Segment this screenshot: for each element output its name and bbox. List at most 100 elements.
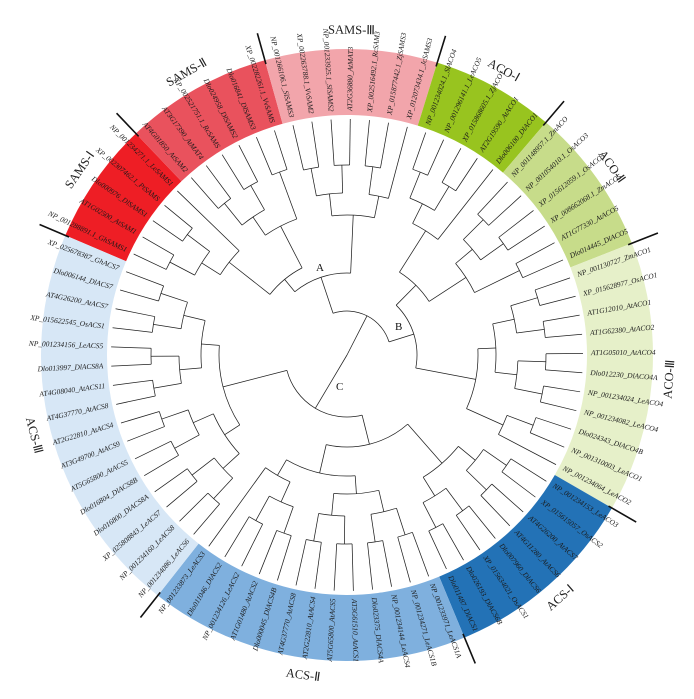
branch bbox=[510, 297, 538, 307]
branch bbox=[126, 271, 164, 287]
branch bbox=[409, 197, 435, 211]
leaf-label: AT1G05010_AtACO4 bbox=[590, 348, 656, 357]
branch bbox=[543, 385, 581, 393]
branch bbox=[283, 506, 294, 534]
branch bbox=[218, 198, 231, 209]
branch bbox=[112, 379, 153, 386]
branch bbox=[458, 446, 476, 461]
node-label-c: C bbox=[336, 381, 343, 393]
branch bbox=[314, 542, 322, 589]
branch bbox=[396, 508, 406, 535]
branch bbox=[183, 314, 206, 321]
branch bbox=[265, 218, 297, 236]
branch bbox=[437, 169, 494, 240]
branch bbox=[498, 415, 508, 435]
branch bbox=[370, 514, 376, 542]
branch bbox=[111, 363, 152, 367]
clade-sector bbox=[439, 475, 612, 638]
branch bbox=[295, 539, 307, 586]
branch bbox=[179, 367, 202, 371]
branch bbox=[169, 261, 195, 276]
branch bbox=[164, 205, 193, 229]
branch bbox=[238, 145, 259, 182]
branch bbox=[380, 122, 389, 169]
leaf-label: Dlo013997_DlACS8A bbox=[36, 361, 104, 373]
clade-sector bbox=[264, 48, 438, 126]
node-label-b: B bbox=[395, 321, 402, 333]
branch bbox=[364, 120, 370, 166]
branch bbox=[540, 385, 544, 403]
branch bbox=[151, 316, 156, 333]
branch bbox=[208, 467, 266, 547]
branch bbox=[510, 305, 517, 334]
branch bbox=[468, 505, 496, 539]
branch bbox=[213, 477, 233, 499]
branch bbox=[463, 219, 484, 240]
clade-boundary-tick bbox=[542, 100, 565, 126]
branch bbox=[133, 253, 167, 270]
branch bbox=[250, 185, 265, 210]
branch bbox=[522, 259, 564, 279]
branch bbox=[269, 495, 294, 508]
branch bbox=[397, 536, 411, 583]
branch bbox=[224, 516, 250, 558]
branch bbox=[191, 177, 219, 209]
branch bbox=[187, 234, 210, 252]
branch bbox=[494, 371, 517, 376]
branch bbox=[514, 388, 543, 395]
branch bbox=[501, 471, 536, 498]
branch bbox=[466, 408, 504, 426]
leaf-label: NP_001234156_LeACS5 bbox=[28, 339, 104, 351]
branch bbox=[310, 168, 317, 196]
node-label-a: A bbox=[316, 262, 324, 274]
branch bbox=[120, 411, 160, 424]
branch bbox=[115, 308, 155, 317]
branch bbox=[292, 125, 304, 171]
branch bbox=[477, 181, 508, 215]
branch bbox=[193, 503, 220, 535]
clade-label: ACO-Ⅲ bbox=[661, 359, 678, 399]
branch bbox=[241, 523, 263, 567]
clade-boundary-tick bbox=[462, 633, 477, 664]
branch bbox=[177, 190, 240, 251]
clade-boundary-tick bbox=[608, 505, 637, 523]
branch bbox=[368, 166, 374, 195]
leaf-label: AT2G36880_AtMAT3 bbox=[345, 46, 355, 112]
branch bbox=[142, 236, 175, 256]
branch bbox=[539, 295, 576, 306]
branch bbox=[542, 321, 546, 338]
branch bbox=[179, 492, 209, 522]
clade-label: ACO-Ⅰ bbox=[485, 56, 522, 85]
branch bbox=[545, 333, 583, 338]
branch bbox=[349, 119, 351, 166]
branch bbox=[333, 543, 338, 591]
branch bbox=[265, 467, 291, 483]
clade-boundary-tick bbox=[39, 223, 70, 238]
branch bbox=[320, 277, 334, 314]
clade-sectors bbox=[40, 48, 653, 662]
branch bbox=[111, 346, 152, 349]
clade-label: ACS-Ⅲ bbox=[23, 416, 46, 455]
branch bbox=[374, 196, 380, 218]
branch bbox=[535, 417, 572, 430]
branch bbox=[370, 507, 397, 515]
branch bbox=[516, 329, 545, 334]
branch bbox=[256, 136, 273, 176]
branch bbox=[388, 126, 408, 199]
branch bbox=[534, 277, 571, 291]
branch bbox=[365, 165, 381, 169]
branch bbox=[498, 210, 534, 238]
branch bbox=[397, 531, 413, 538]
branch bbox=[434, 186, 450, 211]
branch bbox=[534, 289, 541, 306]
branch bbox=[530, 432, 565, 448]
branch bbox=[422, 477, 436, 497]
branch bbox=[314, 354, 348, 409]
branch bbox=[455, 158, 478, 191]
clade-boundary-tick bbox=[627, 232, 659, 246]
branch bbox=[341, 165, 344, 194]
clade-boundary-tick bbox=[115, 112, 140, 137]
branch bbox=[241, 209, 265, 226]
branch bbox=[492, 318, 515, 325]
branch bbox=[228, 261, 271, 295]
